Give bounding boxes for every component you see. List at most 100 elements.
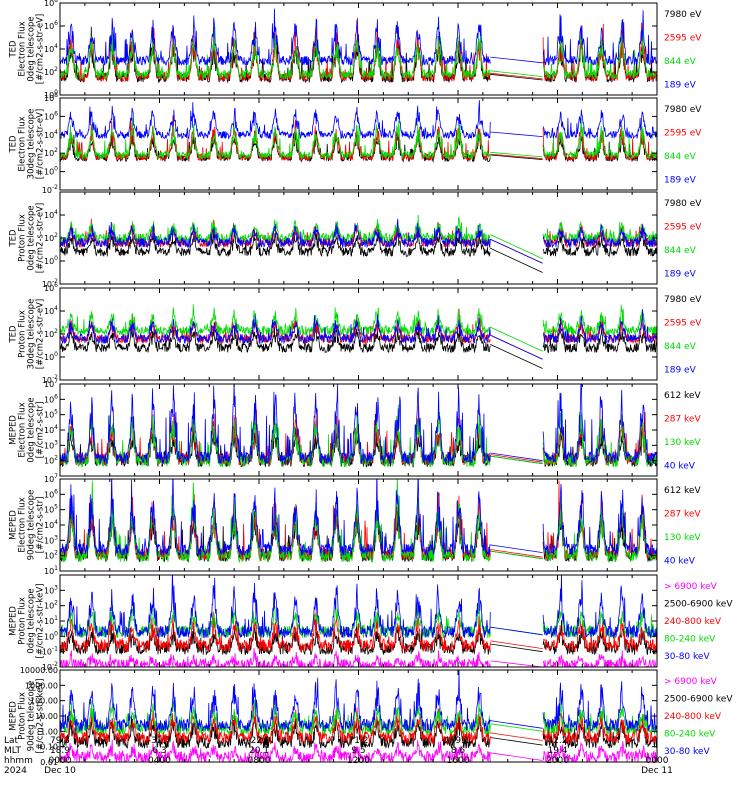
x-row-label: hhmm (4, 756, 33, 766)
y-tick-label: 104 (44, 424, 58, 435)
y-tick-label: 108 (44, 0, 58, 8)
y-tick-label: 100 (44, 351, 58, 362)
panel-2: 10-2 100 102 104 106 108 TEDElectron Flux30deg… (9, 92, 703, 195)
ylabel-line: TED (9, 135, 19, 154)
panel-3-traces (60, 214, 657, 273)
y-tick-label: 10-2 (42, 278, 58, 289)
x-hhmm-label: 0000 (49, 756, 72, 766)
ylabel-line: [#/cm2-s-str-eV] (36, 14, 46, 84)
x-hhmm-label: 0400 (148, 756, 171, 766)
legend-entry: 844 eV (664, 57, 697, 67)
y-tick-label: 102 (44, 232, 58, 243)
panel-4: 10-2 100 102 104 106 TEDProton Flux30deg tele… (9, 282, 703, 385)
legend-entry: 844 eV (664, 246, 697, 256)
y-tick-label: 10.00 (35, 712, 58, 721)
y-tick-label: 106 (44, 282, 58, 293)
legend-entry: 240-800 keV (664, 617, 722, 627)
y-tick-label: 102 (44, 600, 58, 611)
panel-8-ylabel: MEPEDProton Flux90deg telescope[#/cm2-s-… (9, 679, 46, 754)
x-date-label: Dec 10 (44, 766, 76, 776)
legend-entry: 30-80 keV (664, 652, 710, 662)
ylabel-line: [#/cm2-s-str-eV] (36, 109, 46, 179)
ylabel-line: Electron Flux (18, 497, 28, 552)
y-tick-label: 103 (44, 584, 58, 595)
y-tick-label: 0.01 (40, 758, 58, 767)
y-tick-label: 10-2 (42, 184, 58, 195)
y-tick-label: 108 (44, 92, 58, 103)
legend-entry: 80-240 keV (664, 635, 716, 645)
legend-entry: 612 keV (664, 391, 701, 401)
legend-entry: 287 keV (664, 510, 701, 520)
y-tick-label: 102 (44, 550, 58, 561)
panel-2-ylabel: TEDElectron Flux30deg telescope[#/cm2-s-… (9, 109, 46, 180)
y-tick-label: 107 (44, 378, 58, 389)
panel-8-traces (60, 670, 657, 762)
ylabel-line: 0deg telescope (27, 205, 37, 270)
panel-5-traces (60, 384, 657, 468)
legend-entry: 80-240 keV (664, 730, 716, 740)
y-tick-label: 100 (44, 89, 58, 100)
ylabel-line: Proton Flux (18, 692, 28, 740)
ylabel-line: 0deg telescope (27, 397, 37, 462)
legend-entry: 844 eV (664, 342, 697, 352)
panel-4-traces (60, 304, 657, 369)
ylabel-line: TED (9, 229, 19, 248)
legend-entry: 2595 eV (664, 129, 702, 139)
ylabel-line: TED (9, 40, 19, 59)
series-4-line (60, 100, 657, 140)
y-tick-label: 103 (44, 534, 58, 545)
x-lat-label: -31.7 (148, 736, 171, 746)
legend-entry: 189 eV (664, 366, 697, 376)
legend-entry: > 6900 keV (664, 582, 718, 592)
legend-entry: 30-80 keV (664, 747, 710, 757)
ylabel-line: MEPED (9, 415, 19, 445)
ylabel-line: 0deg telescope (27, 16, 37, 81)
legend-entry: 7980 eV (664, 105, 702, 115)
y-tick-label: 100 (44, 255, 58, 266)
ylabel-line: Proton Flux (18, 310, 28, 358)
legend-entry: 189 eV (664, 81, 697, 91)
panel-7-ylabel: MEPEDProton Flux0deg telescope[#/cm2-s-s… (9, 584, 46, 659)
ylabel-line: Electron Flux (18, 116, 28, 171)
ylabel-line: [#/cm2-s-str-keV] (36, 584, 46, 659)
legend-entry: 189 eV (664, 176, 697, 186)
ylabel-line: 90deg telescope (27, 681, 37, 752)
y-tick-label: 104 (44, 209, 58, 220)
ylabel-line: 90deg telescope (27, 490, 37, 561)
x-lat-label: 79.3 (50, 736, 70, 746)
x-row-label: MLT (4, 746, 22, 756)
y-tick-label: 106 (44, 110, 58, 121)
y-tick-label: 10-2 (42, 374, 58, 385)
x-mlt-label: 19.4 (547, 746, 567, 756)
legend-entry: 2500-6900 keV (664, 695, 733, 705)
panel-2-traces (60, 100, 657, 163)
panel-6-traces (60, 479, 657, 564)
ylabel-line: MEPED (9, 701, 19, 731)
panel-1-traces (60, 8, 657, 84)
ylabel-line: [#/cm2-s-str] (36, 402, 46, 459)
x-date-label: Dec 11 (641, 766, 673, 776)
series-3-line (60, 304, 657, 352)
y-tick-label: 106 (44, 20, 58, 31)
x-hhmm-label: 1200 (347, 756, 370, 766)
y-tick-label: 10-1 (42, 646, 58, 657)
x-lat-label: 42.2 (547, 736, 567, 746)
series-5-line (60, 670, 657, 733)
ylabel-line: Electron Flux (18, 402, 28, 457)
series-5-line (60, 575, 657, 639)
x-hhmm-label: 0000 (646, 756, 669, 766)
series-4-line (60, 479, 657, 557)
legend-entry: 2500-6900 keV (664, 600, 733, 610)
x-row-label: Lat (4, 736, 19, 746)
x-lat-label: -22.0 (247, 736, 271, 746)
y-tick-label: 102 (44, 455, 58, 466)
series-3-line (60, 116, 657, 161)
y-tick-label: 10000.00 (20, 666, 58, 675)
legend-entry: 240-800 keV (664, 712, 722, 722)
series-3-line (60, 27, 657, 81)
panel-7-traces (60, 575, 657, 667)
ylabel-line: Electron Flux (18, 21, 28, 76)
x-hhmm-label: 1600 (447, 756, 470, 766)
